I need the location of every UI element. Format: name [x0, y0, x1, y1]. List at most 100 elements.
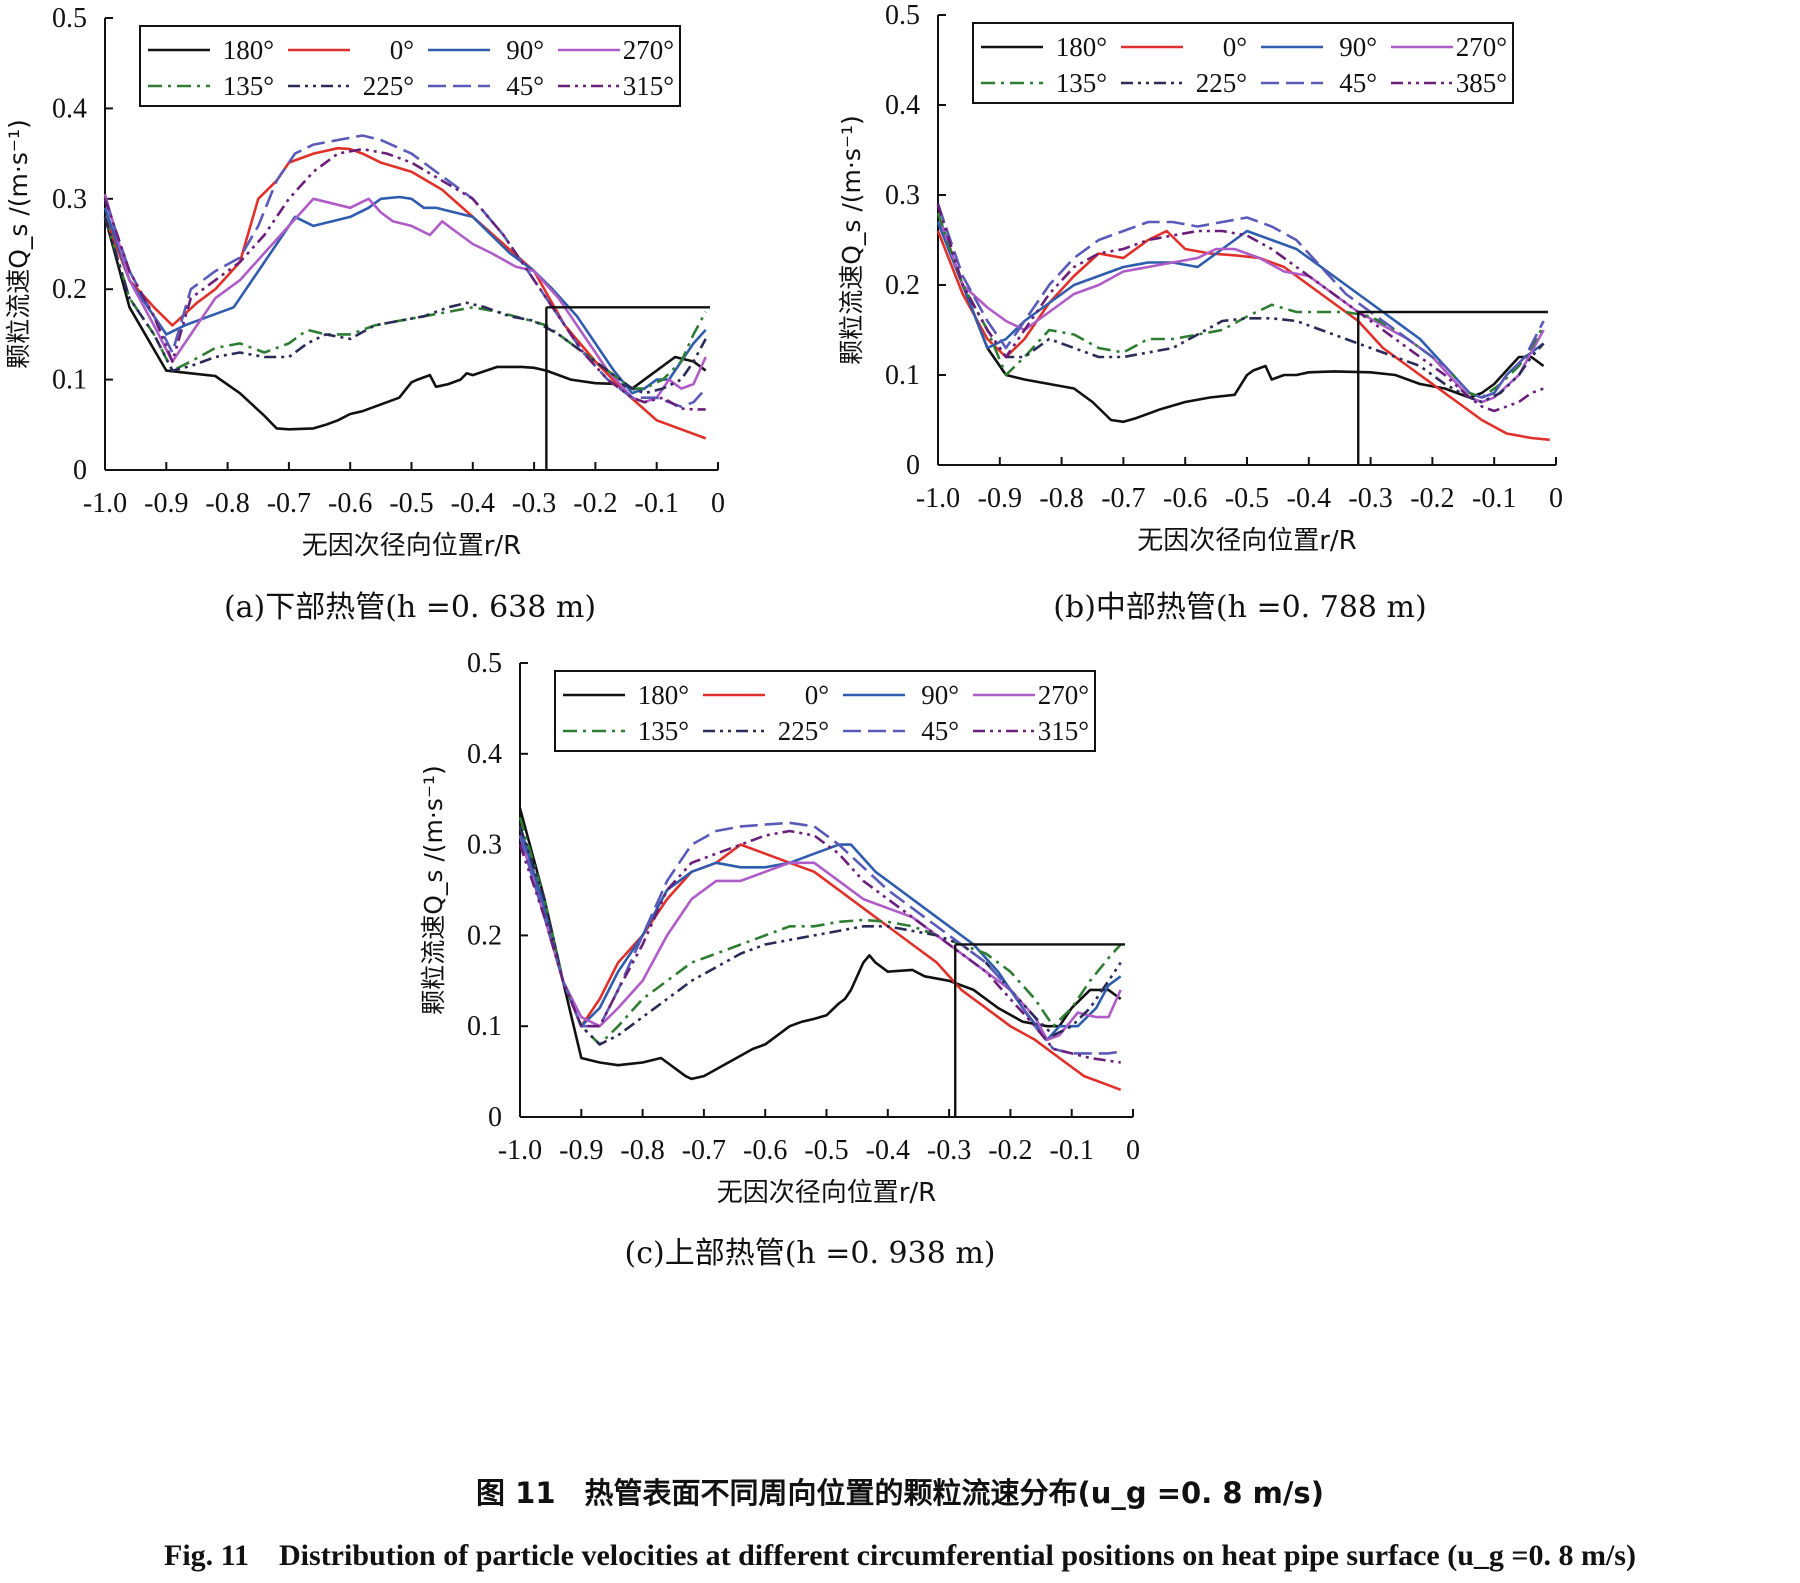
- y-tick-label: 0.2: [52, 274, 87, 305]
- chart-a-caption: (a)下部热管(h =0. 638 m): [223, 590, 597, 625]
- legend-label: 225°: [1196, 68, 1247, 98]
- x-axis-label: 无因次径向位置r/R: [1137, 526, 1357, 556]
- x-tick-label: -0.4: [1287, 483, 1331, 514]
- x-tick-label: -0.5: [389, 488, 433, 519]
- legend-label: 225°: [363, 71, 414, 101]
- legend-label: 385°: [1456, 68, 1507, 98]
- series-line-225deg: [518, 825, 1122, 1046]
- y-tick-label: 0.5: [52, 3, 87, 34]
- legend-label: 315°: [1038, 716, 1089, 746]
- series-line-315deg: [103, 147, 706, 411]
- legend-label: 45°: [1339, 68, 1377, 98]
- x-tick-label: -0.9: [559, 1135, 603, 1166]
- chart-b-caption: (b)中部热管(h =0. 788 m): [1053, 590, 1427, 625]
- legend-label: 0°: [805, 680, 829, 710]
- y-tick-label: 0.4: [52, 93, 87, 124]
- legend-label: 90°: [506, 35, 544, 65]
- legend-label: 0°: [390, 35, 414, 65]
- x-tick-label: -0.2: [573, 488, 617, 519]
- legend-label: 90°: [921, 680, 959, 710]
- x-tick-label: -1.0: [83, 488, 127, 519]
- x-tick-label: -0.8: [1039, 483, 1083, 514]
- legend-label: 180°: [638, 680, 689, 710]
- x-tick-label: -0.5: [804, 1135, 848, 1166]
- legend-label: 45°: [921, 716, 959, 746]
- chart-panel-a: 0 0.1 0.2 0.3 0.4 0.5 -1.0 -0.9 -0.8 -0.7 -0.6 -0.5…: [0, 0, 760, 561]
- y-axis-label: 颗粒流速Q_s /(m·s⁻¹): [419, 765, 448, 1015]
- chart-a-svg: 0 0.1 0.2 0.3 0.4 0.5 -1.0 -0.9 -0.8 -0.7 -0.6 -0.5…: [4, 3, 725, 561]
- series-line-90deg: [103, 195, 707, 395]
- x-tick-label: -0.6: [328, 488, 372, 519]
- x-tick-label: 0: [1549, 483, 1563, 514]
- x-tick-label: -0.8: [620, 1135, 664, 1166]
- legend-label: 315°: [623, 71, 674, 101]
- chart-b-svg: 0 0.1 0.2 0.3 0.4 0.5 -1.0 -0.9 -0.8 -0.7 -0.6 -0.5…: [837, 0, 1563, 556]
- chart-c-caption: (c)上部热管(h =0. 938 m): [624, 1236, 996, 1271]
- legend-label: 0°: [1223, 32, 1247, 62]
- x-tick-label: -0.1: [1050, 1135, 1094, 1166]
- legend-box: [139, 25, 681, 107]
- legend-label: 270°: [623, 35, 674, 65]
- x-tick-label: 0: [711, 488, 725, 519]
- legend-box: [972, 22, 1514, 104]
- figure-caption-en: Fig. 11 Distribution of particle velocit…: [164, 1539, 1636, 1572]
- x-tick-label: -1.0: [916, 483, 960, 514]
- series-line-180deg: [518, 807, 1122, 1081]
- x-tick-label: -0.3: [512, 488, 556, 519]
- x-tick-label: -0.4: [451, 488, 495, 519]
- y-tick-label: 0.1: [885, 360, 920, 391]
- chart-panel-b: 0 0.1 0.2 0.3 0.4 0.5 -1.0 -0.9 -0.8 -0.7 -0.6 -0.5…: [830, 0, 1590, 560]
- legend-label: 135°: [223, 71, 274, 101]
- figure-caption-cn: 图 11 热管表面不同周向位置的颗粒流速分布(u_g =0. 8 m/s): [476, 1476, 1324, 1510]
- y-tick-label: 0.3: [52, 184, 87, 215]
- x-tick-label: 0: [1126, 1135, 1140, 1166]
- x-tick-label: -0.8: [205, 488, 249, 519]
- x-axis-label: 无因次径向位置r/R: [302, 531, 522, 561]
- x-tick-label: -0.6: [1163, 483, 1207, 514]
- x-tick-label: -0.5: [1225, 483, 1269, 514]
- series-line-0deg: [936, 229, 1550, 442]
- legend-label: 270°: [1456, 32, 1507, 62]
- y-tick-label: 0: [906, 450, 920, 481]
- y-tick-label: 0.3: [467, 830, 502, 861]
- series-line-270deg: [518, 835, 1122, 1042]
- chart-panel-c: 0 0.1 0.2 0.3 0.4 0.5 -1.0 -0.9 -0.8 -0.7 -0.6 -0.5…: [415, 645, 1175, 1208]
- series-line-135deg: [518, 817, 1122, 1046]
- series-line-180deg: [103, 216, 707, 431]
- y-tick-label: 0.4: [467, 739, 502, 770]
- y-tick-label: 0.1: [467, 1011, 502, 1042]
- legend-label: 180°: [223, 35, 274, 65]
- series-line-135deg: [936, 212, 1545, 399]
- series-line-385deg: [936, 203, 1545, 413]
- y-tick-label: 0: [73, 455, 87, 486]
- y-tick-label: 0.2: [467, 920, 502, 951]
- series-line-0deg: [103, 146, 707, 440]
- x-tick-label: -0.1: [635, 488, 679, 519]
- series-line-225deg: [103, 216, 707, 395]
- y-tick-label: 0.5: [467, 648, 502, 679]
- series-line-45deg: [936, 203, 1545, 399]
- series-line-315deg: [518, 829, 1121, 1064]
- x-tick-label: -0.7: [682, 1135, 726, 1166]
- y-tick-label: 0: [488, 1102, 502, 1133]
- x-tick-label: -0.9: [978, 483, 1022, 514]
- x-tick-label: -0.4: [866, 1135, 910, 1166]
- series-line-90deg: [936, 221, 1545, 399]
- legend-label: 270°: [1038, 680, 1089, 710]
- x-axis-label: 无因次径向位置r/R: [717, 1178, 937, 1208]
- y-axis-label: 颗粒流速Q_s /(m·s⁻¹): [4, 119, 33, 369]
- x-tick-label: -0.7: [1101, 483, 1145, 514]
- y-tick-label: 0.1: [52, 365, 87, 396]
- x-tick-label: -0.1: [1472, 483, 1516, 514]
- x-tick-label: -0.3: [1348, 483, 1392, 514]
- legend-label: 225°: [778, 716, 829, 746]
- legend-box: [554, 670, 1096, 752]
- series-line-0deg: [518, 826, 1122, 1092]
- x-tick-label: -0.9: [144, 488, 188, 519]
- x-tick-label: -0.2: [1410, 483, 1454, 514]
- y-tick-label: 0.3: [885, 180, 920, 211]
- legend-label: 90°: [1339, 32, 1377, 62]
- series-line-135deg: [103, 216, 707, 390]
- series-line-45deg: [103, 134, 707, 409]
- legend-label: 135°: [638, 716, 689, 746]
